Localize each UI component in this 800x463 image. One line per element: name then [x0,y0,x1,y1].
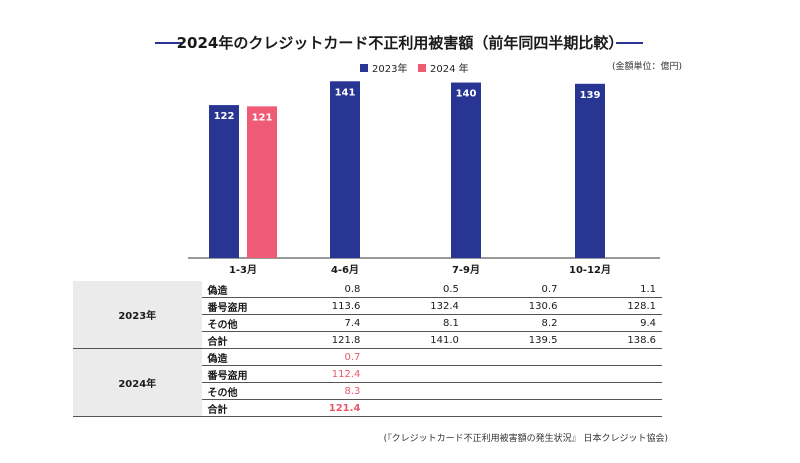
table-cell [464,382,564,400]
table-cell: 141.0 [366,331,465,349]
table-cell: 128.1 [563,297,662,315]
row-label: その他 [201,382,268,400]
bar-2023-2 [451,82,481,259]
bar-value-label: 122 [214,111,235,122]
table-cell [366,399,465,417]
row-label: その他 [201,314,268,332]
table-cell: 130.6 [464,297,564,315]
row-label: 偽造 [201,281,268,298]
legend-label-2024: 2024 年 [430,64,469,75]
year-label: 2024年 [73,348,202,417]
legend-item-2024: 2024 年 [418,60,469,75]
table-cell [366,348,465,366]
x-tick-label: 1-3月 [229,264,257,276]
x-tick-label: 7-9月 [452,264,480,276]
bar-value-label: 139 [580,90,601,101]
row-label: 偽造 [201,348,268,366]
legend-swatch-2024 [418,63,426,72]
row-label: 合計 [201,331,268,349]
table-cell [563,365,662,383]
bar-2024-0 [247,106,277,258]
row-label: 合計 [201,399,268,417]
x-tick-label: 10-12月 [569,264,611,276]
row-label: 番号盗用 [201,297,268,315]
row-label: 番号盗用 [201,365,268,383]
table-cell: 1.1 [563,281,662,298]
title-area: 2024年のクレジットカード不正利用被害額（前年同四半期比較） [0,32,800,54]
table-cell: 8.1 [366,314,465,332]
table-cell [563,399,662,417]
table-row: 番号盗用 112.4 [73,365,662,383]
table-cell: 112.4 [267,365,367,383]
table-cell [366,365,465,383]
table-cell: 8.3 [267,382,367,400]
bar-2023-3 [575,83,605,258]
table-cell [366,382,465,400]
table-row: その他 7.4 8.1 8.2 9.4 [73,314,662,332]
x-tick-label: 4-6月 [331,264,359,276]
table-cell: 138.6 [563,331,662,349]
title-right-rule [616,42,643,44]
legend-item-2023: 2023年 [360,60,407,75]
table-cell [563,348,662,366]
table-row: 2023年 偽造 0.8 0.5 0.7 1.1 [73,281,662,349]
table-cell: 113.6 [267,297,367,315]
source-note: (『クレジットカード不正利用被害額の発生状況』 日本クレジット協会) [383,434,668,444]
table-cell [464,348,564,366]
table-row: 番号盗用 113.6 132.4 130.6 128.1 [73,297,662,315]
table-cell: 7.4 [267,314,367,332]
bar-value-label: 140 [456,89,477,100]
table-row: 2024年 偽造 0.7 [73,348,662,417]
title-left-rule [155,42,182,44]
table-cell: 0.5 [366,281,465,298]
table-cell: 139.5 [464,331,564,349]
bar-value-label: 121 [252,112,273,123]
table-cell: 0.8 [267,281,367,298]
table-row: 合計 121.4 [73,399,662,417]
data-table: 2023年 偽造 0.8 0.5 0.7 1.1 番号盗用 113.6 132.4 130.6 12… [73,281,662,417]
table-cell: 121.4 [267,399,367,417]
table-cell: 8.2 [464,314,564,332]
table-cell [464,365,564,383]
legend-label-2023: 2023年 [372,64,408,75]
year-label: 2023年 [73,281,202,349]
table-cell [563,382,662,400]
bar-value-label: 141 [335,87,356,98]
table-cell: 121.8 [267,331,367,349]
table-cell: 9.4 [563,314,662,332]
unit-note: (金額単位：億円) [612,62,683,72]
table-row: 合計 121.8 141.0 139.5 138.6 [73,331,662,349]
chart-title: 2024年のクレジットカード不正利用被害額（前年同四半期比較） [176,34,624,52]
bar-2023-1 [330,81,360,258]
table-row: その他 8.3 [73,382,662,400]
table-cell: 0.7 [267,348,367,366]
bar-2023-0 [209,105,239,259]
table-cell: 0.7 [464,281,564,298]
table-cell [464,399,564,417]
table-cell: 132.4 [366,297,465,315]
legend-swatch-2023 [360,63,368,72]
